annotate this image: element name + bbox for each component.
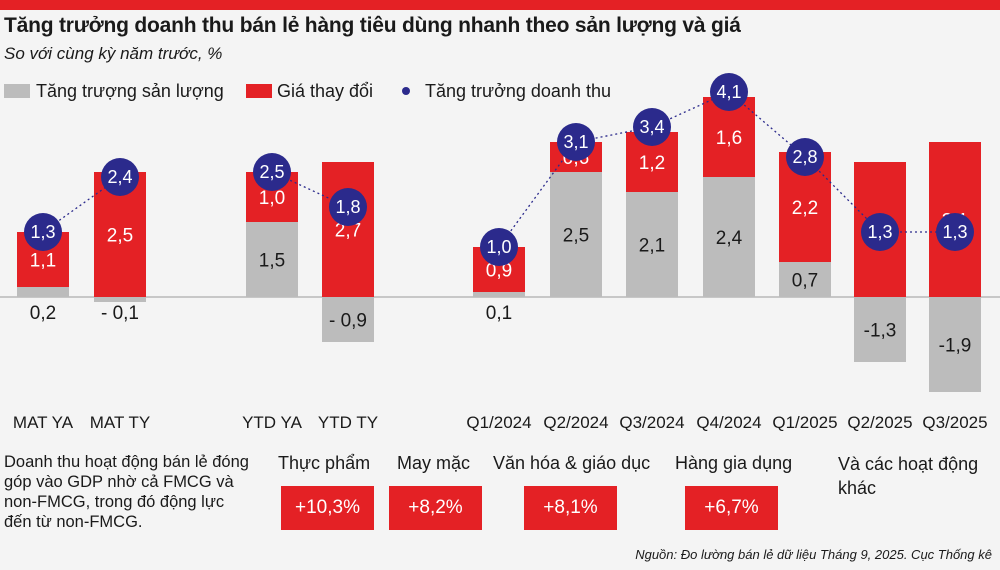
category-label: Q2/2024 (543, 413, 608, 432)
chart-title: Tăng trưởng doanh thu bán lẻ hàng tiêu d… (4, 14, 741, 37)
sector-label: Và các hoạt động khác (838, 454, 979, 498)
sector-value-badge: +6,7% (685, 486, 778, 530)
legend-swatch-price (246, 84, 272, 98)
revenue-point-label: 2,4 (107, 167, 132, 187)
sector-food: Thực phẩm +10,3% (278, 452, 374, 530)
bar-price (322, 162, 374, 297)
category-label: YTD YA (242, 413, 302, 432)
revenue-point-label: 3,4 (639, 117, 664, 137)
bar-volume-label: -1,9 (939, 336, 972, 357)
revenue-point (710, 73, 748, 111)
category-label: MAT TY (90, 413, 150, 432)
bar-volume (17, 287, 69, 297)
chart-subtitle: So với cùng kỳ năm trước, % (4, 44, 223, 63)
stacked-bar-chart: Tăng trượng sản lượng Giá thay đổi Tăng tr… (0, 73, 1000, 432)
category-label: MAT YA (13, 413, 74, 432)
bar-price-label: 1,0 (259, 188, 285, 209)
revenue-point (101, 158, 139, 196)
bar-volume-label: 2,4 (716, 228, 743, 249)
revenue-point (786, 138, 824, 176)
sector-value-badge: +10,3% (281, 486, 374, 530)
category-label: YTD TY (318, 413, 378, 432)
bar-volume (94, 297, 146, 302)
legend-swatch-revenue (402, 87, 410, 95)
bar-volume (322, 297, 374, 342)
bar-price-label: 2,7 (335, 221, 361, 242)
sector-label: Hàng gia dụng (675, 453, 793, 473)
legend-label-revenue: Tăng trưởng doanh thu (425, 81, 611, 101)
category-label: Q1/2025 (772, 413, 837, 432)
note-text: Doanh thu hoạt động bán lẻ đóng góp vào … (4, 453, 249, 531)
legend-label-price: Giá thay đổi (277, 81, 373, 101)
category-label: Q3/2025 (922, 413, 987, 432)
bar-volume (246, 222, 298, 297)
bar-volume (550, 172, 602, 297)
revenue-point-label: 1,3 (942, 222, 967, 242)
bar-labels-layer: 1,10,22,5- 0,11,01,52,7- 0,90,90,10,62,5… (30, 128, 972, 357)
revenue-points-layer: 1,3 2,4 2,5 1,8 1,0 3,1 3,4 4,1 2,8 1,3 1,3 (24, 73, 974, 266)
revenue-point (24, 213, 62, 251)
bar-volume-label: 2,5 (563, 226, 589, 247)
revenue-point-label: 2,8 (792, 147, 817, 167)
revenue-point (480, 228, 518, 266)
bar-volume-label: 1,5 (259, 251, 285, 272)
sector-label: May mặc (397, 453, 471, 473)
bar-volume-label: - 0,1 (101, 303, 139, 324)
revenue-point-label: 4,1 (716, 82, 741, 102)
revenue-point (936, 213, 974, 251)
revenue-connector-line (271, 171, 349, 208)
sector-value-badge: +8,1% (524, 486, 617, 530)
category-label: Q2/2025 (847, 413, 912, 432)
bar-volume-label: 0,1 (486, 303, 512, 324)
bar-volume (779, 262, 831, 297)
bar-volume-label: 0,2 (30, 303, 56, 324)
bar-volume-label: - 0,9 (329, 311, 367, 332)
chart-legend: Tăng trượng sản lượng Giá thay đổi Tăng tr… (4, 81, 611, 101)
revenue-point (253, 153, 291, 191)
sector-household: Hàng gia dụng +6,7% (675, 452, 793, 530)
bar-price-label: 1,1 (30, 251, 56, 272)
revenue-point-label: 1,3 (867, 222, 892, 242)
bar-volume (929, 297, 981, 392)
bar-volume (626, 192, 678, 297)
category-label: Q1/2024 (466, 413, 531, 432)
sector-label: Thực phẩm (278, 453, 371, 473)
revenue-point (861, 213, 899, 251)
sector-other: Và các hoạt động khác (838, 452, 988, 500)
bar-price-label: 0,9 (486, 261, 512, 282)
bar-price-label: 2,5 (107, 226, 133, 247)
bar-volume-label: -1,3 (864, 321, 897, 342)
source-note: Nguồn: Đo lường bán lẻ dữ liệu Tháng 9, … (635, 547, 992, 562)
revenue-point-label: 3,1 (563, 132, 588, 152)
revenue-point (633, 108, 671, 146)
top-accent-rule (0, 0, 1000, 10)
bar-volume-label: 0,7 (792, 271, 818, 292)
revenue-point-label: 2,5 (259, 162, 284, 182)
bar-price-label: 1,2 (639, 153, 665, 174)
bars-layer (0, 97, 1000, 392)
revenue-point (557, 123, 595, 161)
bar-price-label: 1,6 (716, 128, 742, 149)
sector-label: Văn hóa & giáo dục (493, 453, 651, 473)
revenue-point-label: 1,0 (486, 237, 511, 257)
category-label: Q3/2024 (619, 413, 684, 432)
bar-volume-label: 2,1 (639, 236, 665, 257)
sector-value-badge: +8,2% (389, 486, 482, 530)
bar-price-label: 2,2 (792, 198, 818, 219)
revenue-point-label: 1,8 (335, 197, 360, 217)
category-labels-layer: MAT YA MAT TY YTD YA YTD TY Q1/2024 Q2/2024 Q3… (13, 413, 988, 432)
legend-label-volume: Tăng trượng sản lượng (36, 81, 224, 101)
sector-culture-education: Văn hóa & giáo dục +8,1% (493, 452, 651, 530)
legend-swatch-volume (4, 84, 30, 98)
category-label: Q4/2024 (696, 413, 761, 432)
sector-apparel: May mặc +8,2% (389, 452, 482, 530)
revenue-point (329, 188, 367, 226)
bar-volume (854, 297, 906, 362)
revenue-connector-line (498, 141, 577, 248)
bar-volume (473, 292, 525, 297)
revenue-point-label: 1,3 (30, 222, 55, 242)
bar-volume (703, 177, 755, 297)
